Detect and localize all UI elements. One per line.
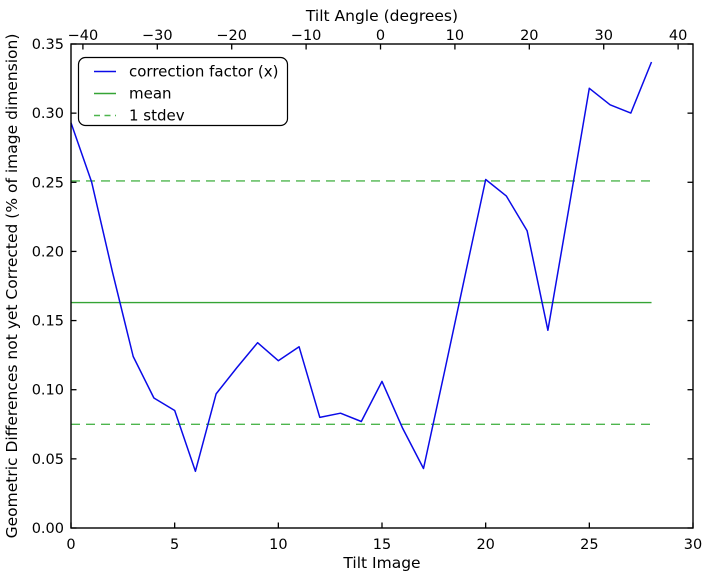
x-tick-label: 10 — [269, 537, 287, 553]
y-tick-label: 0.30 — [32, 106, 64, 122]
y-axis-label: Geometric Differences not yet Corrected … — [3, 34, 21, 539]
top-tick-label: 20 — [520, 28, 538, 44]
top-tick-label: 10 — [446, 28, 464, 44]
x-axis-label: Tilt Image — [342, 554, 420, 572]
legend-box — [77, 56, 289, 127]
top-tick-label: −20 — [216, 28, 247, 44]
y-tick-label: 0.05 — [32, 452, 64, 468]
top-tick-label: 30 — [594, 28, 612, 44]
y-tick-label: 0.15 — [32, 314, 64, 330]
y-tick-label: 0.25 — [32, 175, 64, 191]
x-tick-label: 15 — [373, 537, 391, 553]
legend-label-stdev: 1 stdev — [129, 107, 185, 125]
y-tick-label: 0.20 — [32, 244, 64, 260]
top-tick-label: 0 — [376, 28, 385, 44]
top-axis-label: Tilt Angle (degrees) — [305, 7, 458, 25]
correction-factor-line — [70, 61, 653, 473]
tick-labels-layer: 0 5 10 15 20 25 30 −40 −30 −20 −10 0 10 20 30 40 0.00 0.0… — [32, 28, 703, 553]
hlines-layer — [71, 180, 652, 425]
x-tick-label: 5 — [170, 537, 179, 553]
top-tick-label: −10 — [291, 28, 322, 44]
x-tick-label: 0 — [66, 537, 75, 553]
x-tick-label: 25 — [580, 537, 598, 553]
x-tick-label: 20 — [476, 537, 494, 553]
ticks-layer — [70, 43, 694, 529]
legend: correction factor (x) mean 1 stdev — [77, 56, 289, 127]
x-tick-label: 30 — [684, 537, 702, 553]
axes-frame — [70, 43, 694, 529]
y-tick-label: 0.35 — [32, 37, 64, 53]
y-tick-label: 0.10 — [32, 383, 64, 399]
legend-label-correction-factor: correction factor (x) — [129, 63, 278, 81]
top-tick-label: −40 — [68, 28, 99, 44]
top-tick-label: 40 — [669, 28, 687, 44]
legend-label-mean: mean — [129, 85, 172, 103]
top-tick-label: −30 — [142, 28, 173, 44]
y-tick-label: 0.00 — [32, 521, 64, 537]
